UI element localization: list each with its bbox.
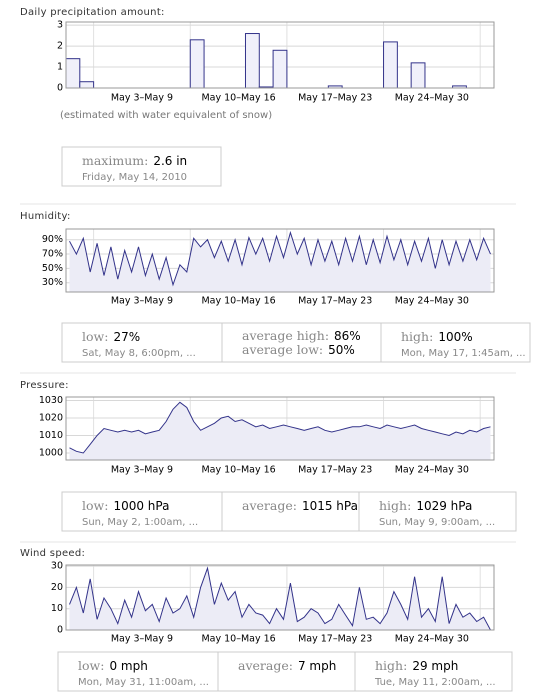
stat-value: 1000 hPa <box>113 499 169 513</box>
y-tick-label: 1020 <box>39 413 63 424</box>
x-tick-label: May 10–May 16 <box>201 93 275 104</box>
x-tick-label: May 3–May 9 <box>111 296 173 307</box>
bar <box>272 49 288 89</box>
stats-box <box>61 322 531 363</box>
y-tick-label: 70% <box>42 249 63 260</box>
stat-line: low: 1000 hPa <box>82 498 169 513</box>
area <box>69 232 491 292</box>
y-tick-label: 20 <box>51 582 63 593</box>
stat-label: average: <box>238 658 293 673</box>
plot-frame <box>65 564 495 631</box>
x-tick-label: May 3–May 9 <box>111 465 173 476</box>
stat-value: 1029 hPa <box>416 499 472 513</box>
stats-box <box>57 651 513 692</box>
bar <box>244 33 260 89</box>
y-tick-label: 1000 <box>39 448 63 459</box>
y-tick-label: 90% <box>42 234 63 245</box>
stat-line: low: 27% <box>82 329 140 344</box>
y-tick-label: 3 <box>57 20 63 31</box>
stat-value: 50% <box>328 343 355 357</box>
bar <box>410 62 426 89</box>
y-tick-label: 0 <box>57 625 63 636</box>
y-tick-label: 50% <box>42 263 63 274</box>
stat-when: Sat, May 8, 6:00pm, ... <box>82 348 196 359</box>
stat-when: Tue, May 11, 2:00am, ... <box>374 677 496 688</box>
stat-label: low: <box>78 658 104 673</box>
stat-line: high: 1029 hPa <box>379 498 472 513</box>
plot-frame <box>65 396 495 461</box>
plot-frame <box>65 228 495 293</box>
x-tick-label: May 17–May 23 <box>298 465 372 476</box>
stat-value: 29 mph <box>412 659 458 673</box>
x-tick-label: May 3–May 9 <box>111 93 173 104</box>
stat-when: Mon, May 17, 1:45am, ... <box>401 348 526 359</box>
x-tick-label: May 24–May 30 <box>395 93 469 104</box>
y-tick-label: 30% <box>42 277 63 288</box>
stat-line: maximum: 2.6 in <box>82 153 187 168</box>
stat-label: high: <box>401 329 433 344</box>
stat-when: Sun, May 9, 9:00am, ... <box>379 517 495 528</box>
note: (estimated with water equivalent of snow… <box>60 110 272 121</box>
stat-label: maximum: <box>82 153 148 168</box>
stat-line: high: 100% <box>401 329 473 344</box>
stat-line: high: 29 mph <box>375 658 458 673</box>
y-tick-label: 10 <box>51 603 63 614</box>
y-tick-label: 1010 <box>39 430 63 441</box>
bar <box>65 58 81 89</box>
x-tick-label: May 24–May 30 <box>395 634 469 645</box>
line <box>69 401 491 454</box>
stat-value: 2.6 in <box>153 154 187 168</box>
stat-label: average high: <box>242 328 329 343</box>
line <box>69 230 491 287</box>
stat-label: high: <box>379 498 411 513</box>
y-tick-label: 30 <box>51 561 63 572</box>
chart-title: Daily precipitation amount: <box>20 7 165 18</box>
stat-line: average: 7 mph <box>238 658 336 673</box>
stats-box <box>61 146 222 187</box>
y-tick-label: 0 <box>57 83 63 94</box>
x-tick-label: May 17–May 23 <box>298 93 372 104</box>
stat-when: Mon, May 31, 11:00am, ... <box>78 677 209 688</box>
x-tick-label: May 24–May 30 <box>395 296 469 307</box>
stat-value: 86% <box>334 329 361 343</box>
stat-value: 7 mph <box>298 659 336 673</box>
x-tick-label: May 10–May 16 <box>201 296 275 307</box>
stat-label: average low: <box>242 342 323 357</box>
stat-when: Friday, May 14, 2010 <box>82 172 187 183</box>
x-tick-label: May 10–May 16 <box>201 465 275 476</box>
x-tick-label: May 3–May 9 <box>111 634 173 645</box>
stat-when: Sun, May 2, 1:00am, ... <box>82 517 198 528</box>
stat-line: low: 0 mph <box>78 658 148 673</box>
bar <box>189 39 205 89</box>
area <box>69 568 491 630</box>
x-tick-label: May 17–May 23 <box>298 296 372 307</box>
stat-label: high: <box>375 658 407 673</box>
area <box>69 402 491 460</box>
bar <box>383 41 398 89</box>
stat-line: average low: 50% <box>242 342 355 357</box>
stat-line: average high: 86% <box>242 328 361 343</box>
stat-label: low: <box>82 498 108 513</box>
x-tick-label: May 24–May 30 <box>395 465 469 476</box>
stat-value: 27% <box>113 330 140 344</box>
y-tick-label: 1 <box>57 62 63 73</box>
y-tick-label: 2 <box>57 41 63 52</box>
x-tick-label: May 10–May 16 <box>201 634 275 645</box>
stat-label: average: <box>242 498 297 513</box>
stats-box <box>61 491 517 532</box>
stat-label: low: <box>82 329 108 344</box>
chart-title: Humidity: <box>20 211 71 222</box>
chart-title: Wind speed: <box>20 548 85 559</box>
stat-value: 100% <box>438 330 472 344</box>
x-tick-label: May 17–May 23 <box>298 634 372 645</box>
stat-line: average: 1015 hPa <box>242 498 358 513</box>
chart-title: Pressure: <box>20 380 69 391</box>
stat-value: 1015 hPa <box>302 499 358 513</box>
bar <box>79 81 95 89</box>
stat-value: 0 mph <box>109 659 147 673</box>
line <box>69 566 491 631</box>
plot-frame <box>65 21 495 89</box>
y-tick-label: 1030 <box>39 395 63 406</box>
